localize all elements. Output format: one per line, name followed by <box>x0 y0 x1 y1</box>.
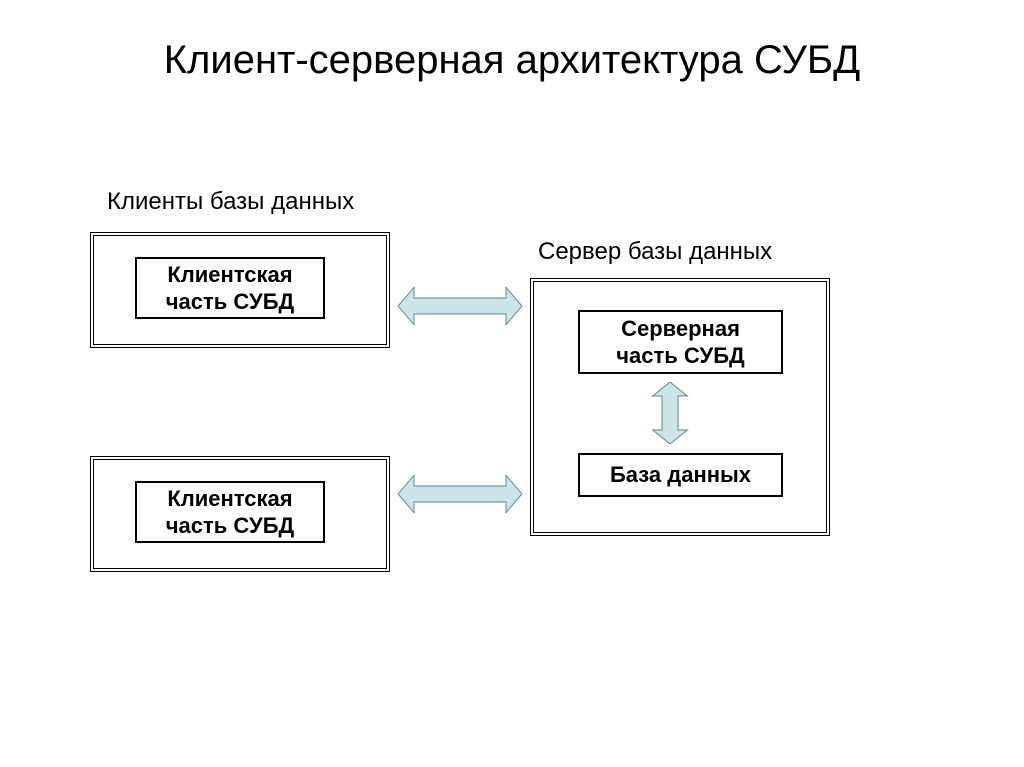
server-part-box: Сервернаячасть СУБД <box>578 310 783 374</box>
client-1-box: Клиентскаячасть СУБД <box>135 257 325 319</box>
arrow-serverpart-database <box>648 382 692 444</box>
server-section-label: Сервер базы данных <box>538 238 772 266</box>
clients-section-label: Клиенты базы данных <box>107 188 354 216</box>
database-box: База данных <box>578 453 783 497</box>
client-2-box: Клиентскаячасть СУБД <box>135 481 325 543</box>
arrow-client1-server <box>398 282 522 330</box>
double-arrow-icon <box>398 287 522 324</box>
diagram-title: Клиент-серверная архитектура СУБД <box>0 38 1024 83</box>
double-arrow-icon <box>398 475 522 512</box>
arrow-client2-server <box>398 470 522 518</box>
double-arrow-icon <box>653 382 688 444</box>
